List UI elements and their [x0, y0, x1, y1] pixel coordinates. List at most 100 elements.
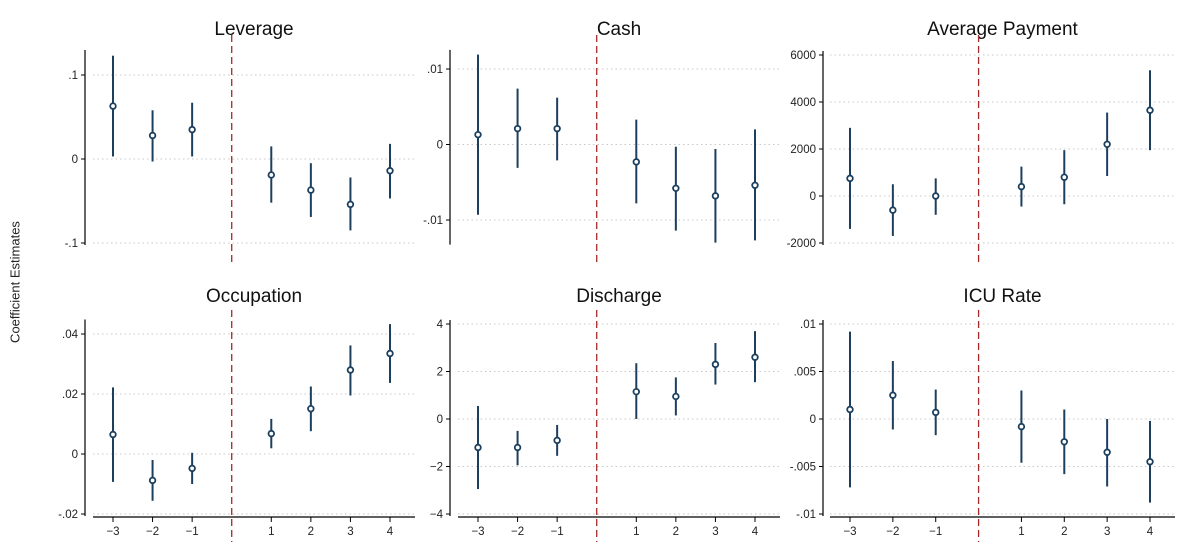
chart-panel: Cash .01 0 -.01	[423, 19, 780, 265]
panel-title: ICU Rate	[963, 286, 1041, 307]
y-tick-label: 2000	[790, 144, 816, 156]
point-estimate	[711, 360, 720, 369]
point-estimate	[1146, 106, 1154, 114]
point-estimate	[148, 131, 157, 140]
point-estimate	[889, 391, 897, 399]
panel-title: Cash	[597, 19, 641, 40]
panel-title: Average Payment	[927, 19, 1078, 40]
x-tick-label: −2	[886, 526, 899, 538]
x-tick-label: −3	[106, 526, 119, 538]
point-estimate	[1060, 173, 1068, 181]
point-estimate	[188, 464, 196, 473]
point-estimate	[513, 124, 522, 133]
y-axis-label: Coefficient Estimates	[7, 221, 23, 343]
point-estimate	[188, 125, 196, 134]
chart-panel: Discharge 4 2 0 −2 −4 −3 −2 −1 1 2 3 4	[430, 286, 780, 542]
panel-title: Occupation	[206, 286, 302, 307]
y-tick-label: .04	[62, 329, 79, 341]
chart-panel: Leverage .1 0 -.1	[65, 19, 415, 265]
y-tick-label: -.005	[790, 462, 816, 474]
x-tick-label: 4	[387, 526, 394, 538]
x-tick-label: −1	[186, 526, 199, 538]
x-tick-label: 2	[673, 526, 679, 538]
y-tick-label: .01	[427, 64, 443, 76]
chart-panel: Average Payment 6000 4000 2000 0 -2000	[787, 19, 1175, 265]
point-estimate	[307, 186, 315, 194]
point-estimate	[751, 353, 759, 361]
point-estimate	[672, 392, 680, 401]
point-estimate	[1017, 182, 1026, 191]
x-tick-label: 4	[1147, 526, 1154, 538]
point-estimate	[513, 443, 522, 452]
y-tick-label: .005	[794, 367, 816, 379]
point-estimate	[267, 429, 275, 438]
point-estimate	[932, 408, 940, 417]
point-estimate	[553, 436, 561, 445]
x-tick-label: −1	[929, 526, 942, 538]
x-tick-label: −1	[551, 526, 564, 538]
point-estimate	[1017, 422, 1026, 431]
y-tick-label: -2000	[787, 238, 816, 250]
x-tick-label: −3	[471, 526, 484, 538]
y-tick-label: .01	[800, 319, 816, 331]
y-tick-label: 0	[437, 414, 443, 426]
point-estimate	[846, 174, 854, 183]
y-tick-label: -.02	[58, 509, 78, 521]
y-tick-label: .02	[62, 389, 78, 401]
point-estimate	[346, 200, 355, 209]
point-estimate	[386, 167, 394, 175]
point-estimate	[307, 404, 315, 413]
point-estimate	[386, 349, 394, 358]
point-estimate	[148, 476, 157, 485]
x-tick-label: 1	[1018, 526, 1024, 538]
x-tick-label: 1	[633, 526, 639, 538]
y-tick-label: 4000	[790, 97, 816, 109]
point-estimate	[672, 184, 680, 192]
y-tick-label: 0	[437, 140, 443, 152]
panel-title: Discharge	[576, 286, 662, 307]
y-tick-label: 0	[72, 449, 78, 461]
point-estimate	[109, 430, 117, 439]
point-estimate	[267, 171, 275, 179]
y-tick-label: 6000	[790, 50, 816, 62]
x-tick-label: −2	[511, 526, 524, 538]
point-estimate	[751, 181, 759, 189]
x-tick-label: −3	[843, 526, 856, 538]
point-estimate	[632, 158, 640, 166]
point-estimate	[474, 443, 482, 452]
point-estimate	[1060, 438, 1068, 446]
x-tick-label: 1	[268, 526, 274, 538]
point-estimate	[889, 206, 897, 214]
chart-panel: Occupation .04 .02 0 -.02 −3 −2 −1 1 2 3 4	[58, 286, 415, 542]
y-tick-label: 0	[810, 191, 816, 203]
x-tick-label: 2	[308, 526, 314, 538]
point-estimate	[1103, 448, 1111, 456]
chart-panel: ICU Rate .01 .005 0 -.005 -.01 −3 −2 −1 1 2 3 4	[790, 286, 1175, 542]
point-estimate	[711, 192, 720, 200]
point-estimate	[553, 124, 561, 133]
x-tick-label: −2	[146, 526, 159, 538]
y-tick-label: -.01	[796, 509, 816, 521]
y-tick-label: -.01	[423, 215, 443, 227]
y-tick-label: −4	[430, 509, 444, 521]
y-tick-label: 2	[437, 367, 443, 379]
y-tick-label: .1	[68, 70, 78, 82]
y-axis-label-container: Coefficient Estimates	[0, 0, 30, 556]
point-estimate	[846, 405, 854, 414]
point-estimate	[474, 130, 482, 139]
x-tick-label: 3	[712, 526, 718, 538]
y-tick-label: -.1	[65, 238, 78, 250]
x-tick-label: 4	[752, 526, 759, 538]
y-tick-label: −2	[430, 462, 443, 474]
point-estimate	[346, 366, 355, 374]
x-tick-label: 3	[1104, 526, 1110, 538]
x-tick-label: 3	[347, 526, 353, 538]
y-tick-label: 0	[72, 154, 78, 166]
point-estimate	[1146, 458, 1154, 466]
point-estimate	[1103, 140, 1111, 148]
y-tick-label: 0	[810, 414, 816, 426]
point-estimate	[932, 192, 940, 200]
y-tick-label: 4	[437, 319, 444, 331]
panel-title: Leverage	[214, 19, 293, 40]
x-tick-label: 2	[1061, 526, 1067, 538]
